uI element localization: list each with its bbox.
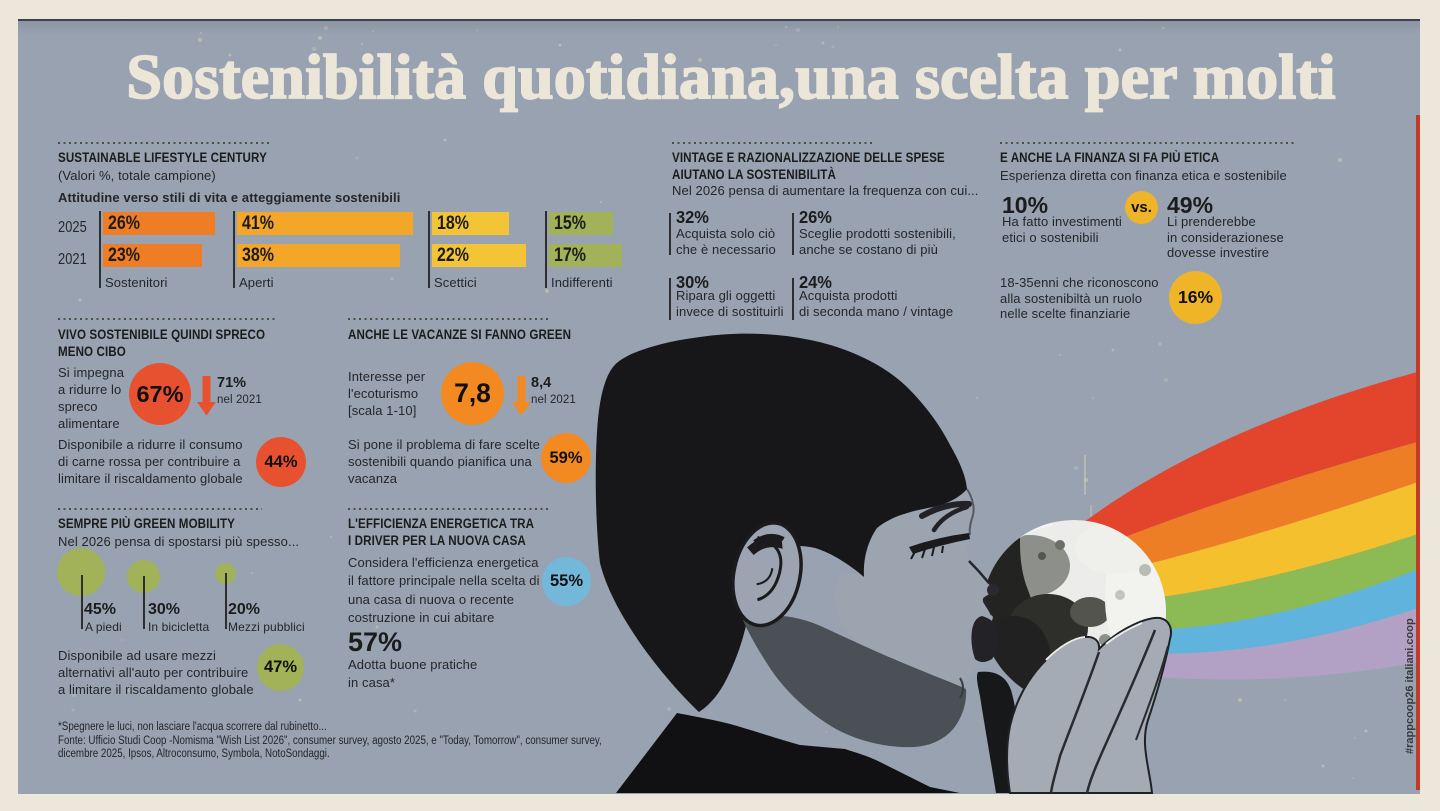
svg-text:#rappcoop26 italiani.coop: #rappcoop26 italiani.coop [1404, 618, 1416, 754]
